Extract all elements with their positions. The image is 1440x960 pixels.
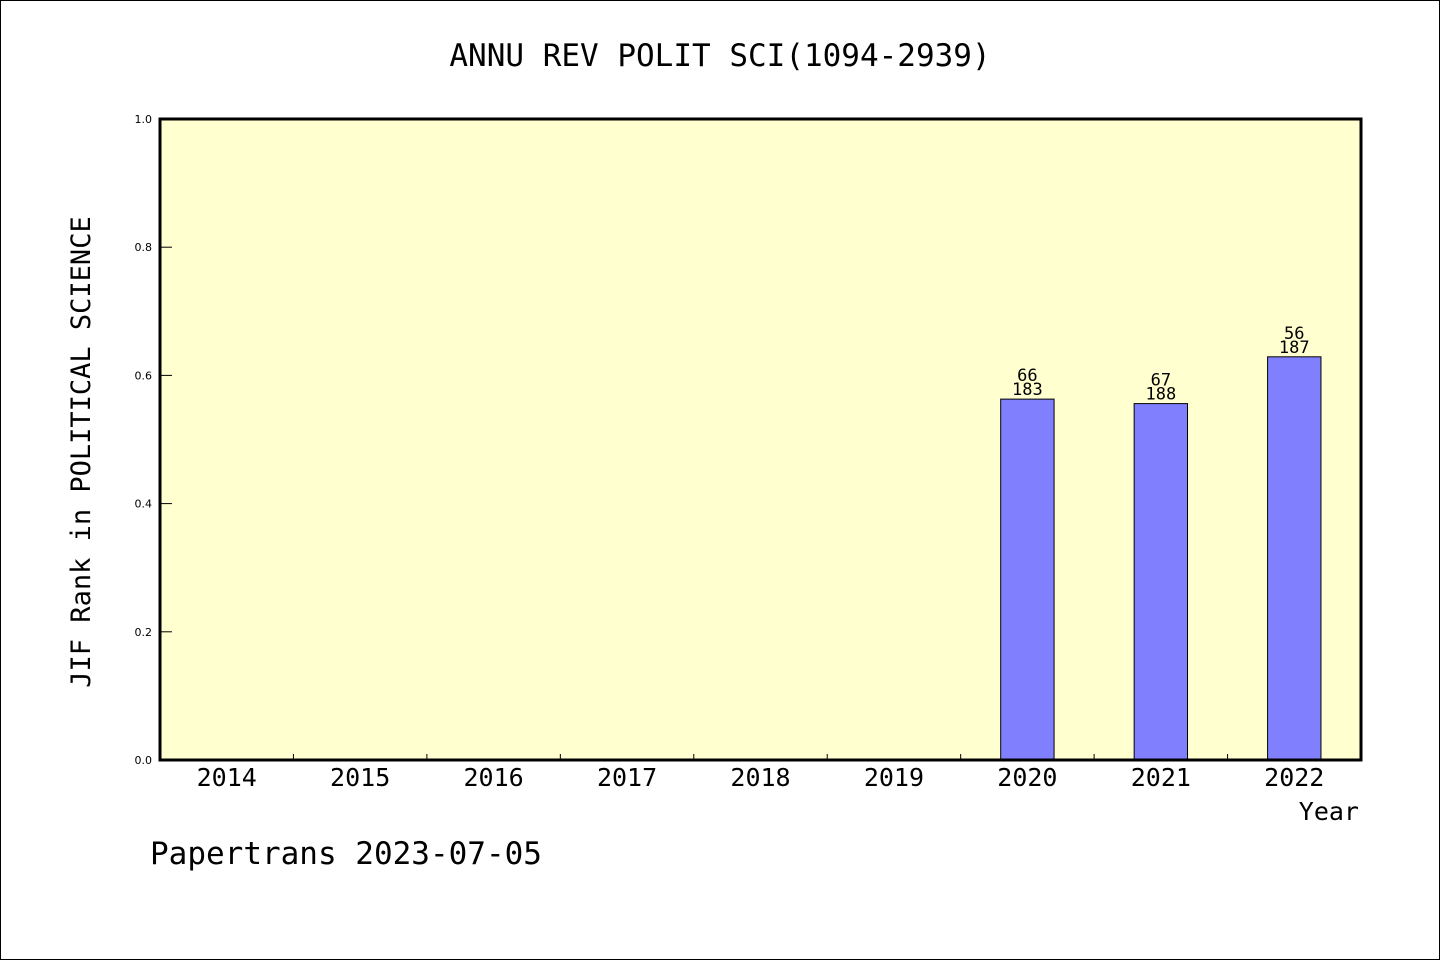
x-tick-label-2021: 2021 [1131, 763, 1191, 792]
bar-label-total-2020: 183 [1012, 380, 1043, 400]
bar-label-total-2022: 187 [1279, 338, 1310, 358]
bar-2021 [1133, 403, 1189, 761]
x-tick-label-2018: 2018 [730, 763, 790, 792]
x-tick-label-2019: 2019 [864, 763, 924, 792]
bar-label-rank-2021: 67 [1151, 371, 1171, 391]
x-tick-label-2020: 2020 [997, 763, 1057, 792]
y-tick-label-1.0: 1.0 [135, 113, 153, 126]
x-axis-ticks: 2014 2015 2016 2017 2018 2019 2020 2021 2022 [197, 754, 1324, 792]
y-tick-label-0.0: 0.0 [135, 754, 153, 767]
plot-border [158, 117, 1363, 762]
y-tick-label-0.4: 0.4 [135, 498, 153, 511]
y-tick-label-0.8: 0.8 [135, 241, 153, 254]
bar-label-rank-2020: 66 [1017, 366, 1037, 386]
x-tick-label-2016: 2016 [464, 763, 524, 792]
bar-label-rank-2022: 56 [1284, 324, 1304, 344]
x-tick-label-2022: 2022 [1264, 763, 1324, 792]
x-tick-label-2015: 2015 [330, 763, 390, 792]
x-tick-label-2014: 2014 [197, 763, 257, 792]
x-axis-label: Year [1299, 797, 1359, 826]
bar-label-total-2021: 188 [1145, 385, 1176, 405]
bar-2022 [1267, 356, 1322, 761]
y-tick-label-0.6: 0.6 [135, 369, 153, 382]
y-axis-ticks: 0.0 0.2 0.4 0.6 0.8 1.0 [135, 113, 172, 767]
chart-title: ANNU REV POLIT SCI(1094-2939) [449, 38, 990, 74]
bar-2020 [1000, 398, 1055, 761]
y-tick-label-0.2: 0.2 [135, 626, 153, 639]
footer-credit: Papertrans 2023-07-05 [150, 836, 542, 872]
x-tick-label-2017: 2017 [597, 763, 657, 792]
y-axis-label: JIF Rank in POLITICAL SCIENCE [66, 216, 97, 687]
bars-layer [1000, 356, 1322, 761]
